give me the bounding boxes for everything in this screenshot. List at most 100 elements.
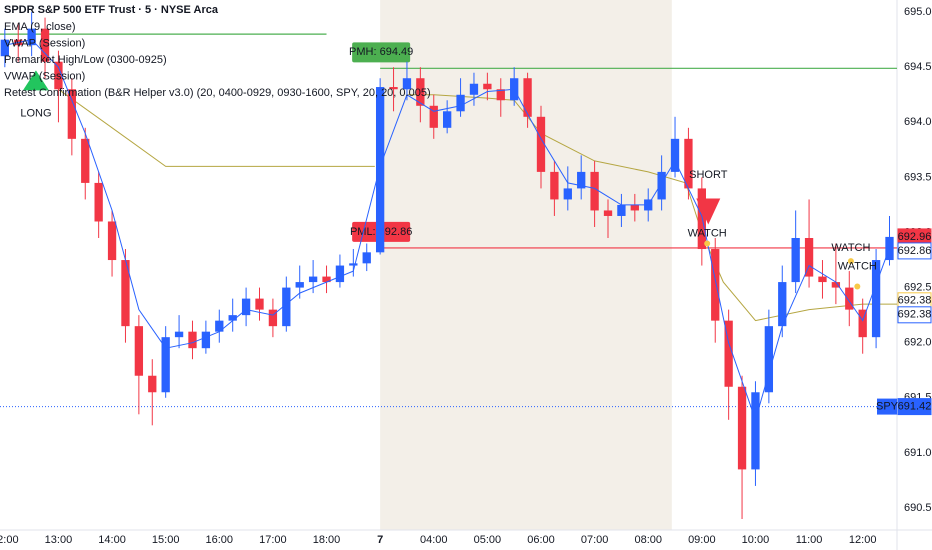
candle-body	[161, 337, 170, 393]
legend-entry: EMA (9, close)	[4, 21, 76, 33]
price-label: 692.96	[898, 231, 932, 243]
candle-body	[536, 116, 546, 172]
candle-body	[0, 39, 9, 57]
candle-body	[268, 309, 278, 327]
y-tick-label: 692.50	[904, 281, 932, 293]
candle-body	[831, 282, 841, 288]
price-label: 691.42	[898, 400, 932, 412]
marker-label: LONG	[20, 107, 51, 119]
x-tick-label: 14:00	[98, 534, 126, 546]
candle-body	[375, 87, 385, 253]
candle-body	[402, 78, 412, 90]
x-tick-label: 09:00	[688, 534, 716, 546]
candle-body	[737, 386, 747, 470]
candle-body	[148, 375, 157, 393]
candle-body	[630, 204, 639, 211]
y-tick-label: 695.00	[904, 6, 932, 18]
candle-body	[241, 298, 251, 316]
candle-body	[590, 171, 599, 211]
candle-body	[335, 265, 345, 283]
x-tick-label: 12:00	[849, 534, 877, 546]
candle-body	[603, 210, 613, 216]
candle-body	[670, 138, 680, 172]
signal-dot	[704, 240, 711, 247]
x-tick-label: 7	[377, 534, 383, 546]
vwap-line	[58, 88, 897, 322]
level-label: PMH: 694.49	[349, 46, 413, 58]
signal-dot	[847, 258, 854, 265]
candle-body	[94, 182, 103, 222]
candle-body	[81, 138, 90, 183]
candle-body	[858, 309, 867, 338]
candle-body	[295, 282, 304, 288]
candle-body	[483, 83, 492, 90]
x-tick-label: 07:00	[581, 534, 609, 546]
candle-body	[362, 252, 371, 264]
candle-body	[818, 276, 827, 283]
y-tick-label: 691.00	[904, 447, 932, 459]
candle-body	[724, 320, 733, 387]
marker-label: WATCH	[838, 261, 877, 273]
marker-label: SHORT	[689, 169, 728, 181]
legend-entry: Premarket High/Low (0300-0925)	[4, 54, 167, 66]
candle-body	[54, 61, 63, 90]
legend-entry: VWAP (Session)	[4, 70, 85, 82]
x-tick-label: 08:00	[634, 534, 662, 546]
marker-label: WATCH	[831, 242, 870, 254]
level-label-box	[352, 42, 411, 63]
candle-body	[188, 331, 197, 349]
legend-entry: VWAP (Session)	[4, 37, 85, 49]
candle-body	[228, 315, 237, 321]
legend-entry: Retest Confirmation (B&R Helper v3.0) (2…	[4, 87, 431, 99]
x-tick-label: 04:00	[420, 534, 448, 546]
signal-triangle	[696, 198, 721, 225]
candle-body	[40, 28, 50, 62]
ema-line	[4, 39, 890, 422]
candle-body	[657, 171, 666, 200]
x-tick-label: 15:00	[152, 534, 180, 546]
x-tick-label: 06:00	[527, 534, 555, 546]
candle-body	[684, 138, 693, 189]
candle-body	[308, 276, 318, 283]
candle-body	[27, 28, 36, 46]
x-tick-label: 18:00	[313, 534, 341, 546]
candle-body	[523, 78, 532, 117]
price-box	[897, 306, 932, 324]
candle-body	[496, 89, 505, 101]
signal-triangle	[22, 70, 49, 91]
marker-label: WATCH	[688, 228, 727, 240]
y-tick-label: 694.00	[904, 116, 932, 128]
candle-body	[67, 89, 77, 139]
x-tick-label: 05:00	[474, 534, 502, 546]
candle-body	[871, 260, 881, 338]
candle-body	[845, 287, 854, 310]
y-tick-label: 694.50	[904, 61, 932, 73]
x-tick-label: 10:00	[742, 534, 770, 546]
candle-body	[255, 298, 264, 310]
chart-title: SPDR S&P 500 ETF Trust · 5 · NYSE Arca	[4, 4, 219, 16]
x-tick-label: 13:00	[45, 534, 73, 546]
price-label: 692.38	[898, 309, 932, 321]
candle-body	[121, 260, 130, 327]
price-label: 692.86	[898, 245, 932, 257]
candle-body	[764, 326, 774, 393]
candle-body	[322, 276, 331, 283]
signal-dot	[854, 283, 861, 290]
candle-body	[751, 392, 760, 470]
candle-body	[791, 238, 800, 283]
price-box	[897, 242, 932, 260]
candle-body	[563, 188, 572, 200]
candle-body	[134, 326, 144, 376]
price-box	[897, 398, 932, 416]
candle-body	[107, 221, 117, 261]
candle-body	[416, 78, 425, 106]
candle-body	[617, 204, 626, 216]
x-tick-label: 16:00	[206, 534, 234, 546]
symbol-label: SPY	[876, 400, 899, 412]
candle-body	[215, 320, 224, 332]
candle-body	[389, 87, 398, 90]
candle-body	[201, 331, 211, 349]
x-tick-label: 11:00	[796, 534, 823, 546]
x-tick-label: 12:00	[0, 534, 19, 546]
